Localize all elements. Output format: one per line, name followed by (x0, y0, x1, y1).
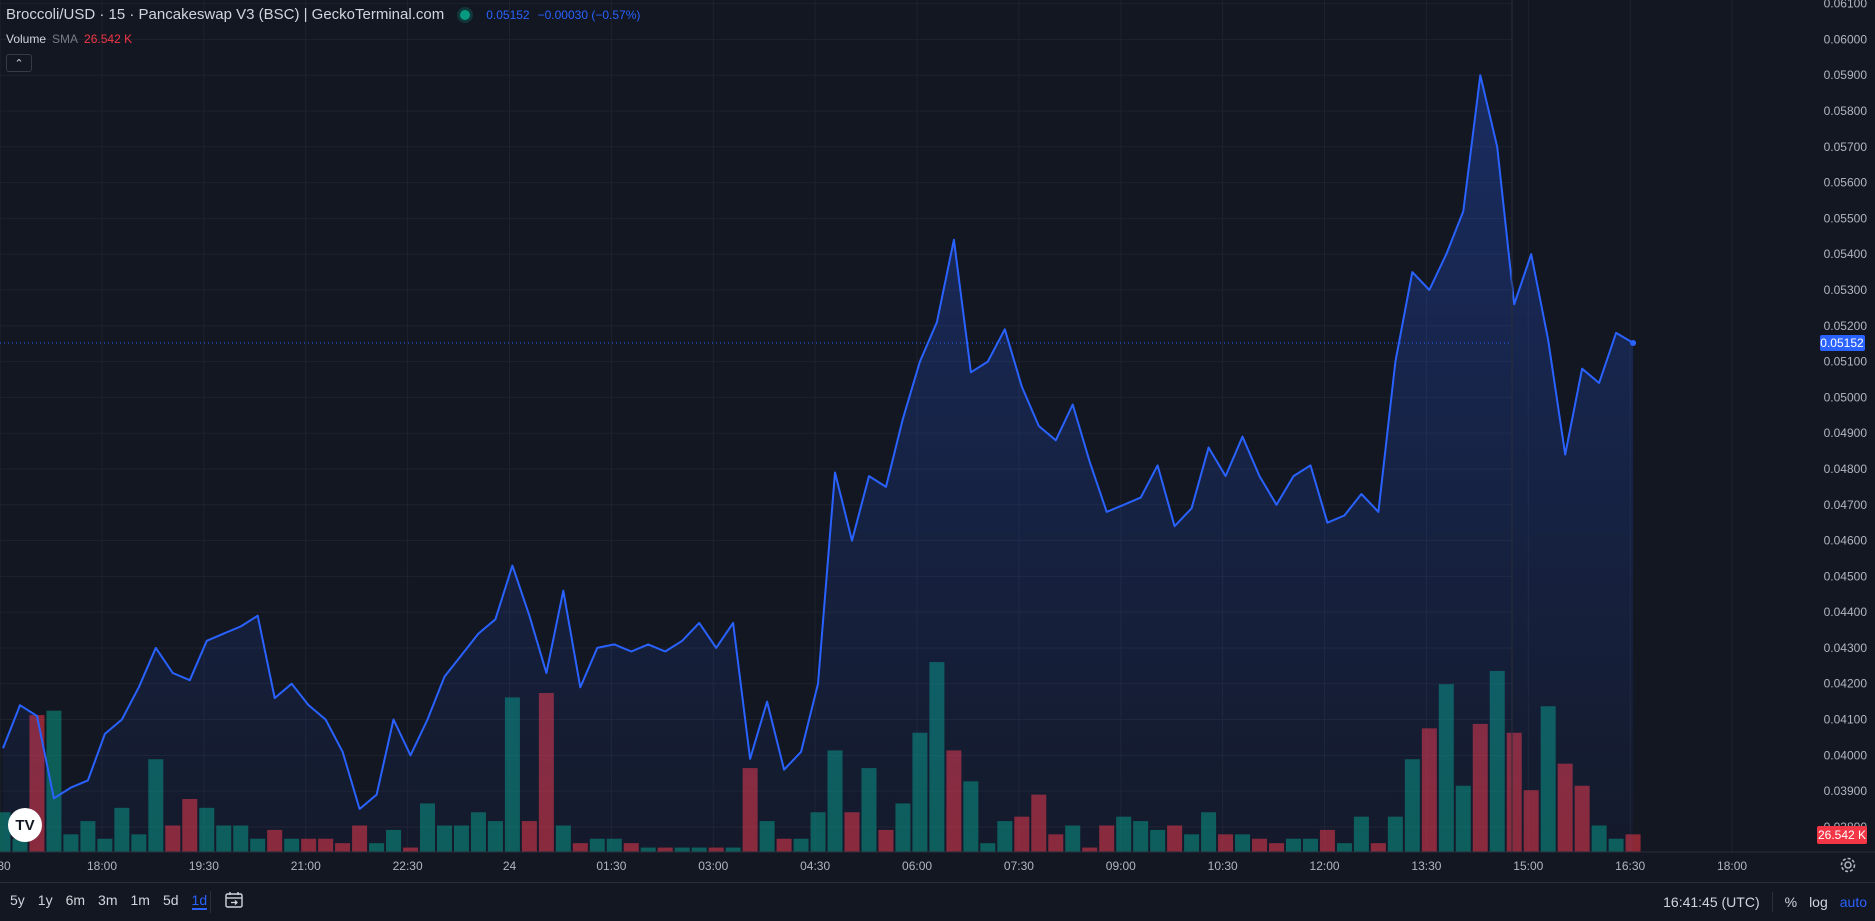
y-tick-label: 0.05500 (1824, 211, 1868, 225)
y-tick-label: 0.05100 (1824, 355, 1868, 369)
y-tick-label: 0.04800 (1824, 462, 1868, 476)
sma-value-label: 26.542 K (1818, 828, 1866, 842)
price-area-fill (3, 75, 1634, 852)
x-tick-label: 22:30 (393, 859, 423, 873)
x-tick-label: 03:00 (698, 859, 728, 873)
y-tick-label: 0.05300 (1824, 283, 1868, 297)
time-axis[interactable]: 30 18:00 19:30 21:00 22:30 24 01:30 03:00 04:30 0… (0, 851, 1875, 873)
chart-legend: Broccoli/USD · 15 · Pancakeswap V3 (BSC)… (6, 6, 640, 23)
x-tick-label: 19:30 (189, 859, 219, 873)
x-tick-label: 13:30 (1411, 859, 1441, 873)
y-tick-label: 0.04000 (1824, 748, 1868, 762)
sma-value-tag (1817, 826, 1867, 844)
auto-scale-toggle[interactable]: auto (1839, 894, 1867, 910)
y-tick-label: 0.05900 (1824, 68, 1868, 82)
volume-legend: Volume SMA 26.542 K (6, 32, 132, 46)
y-tick-label: 0.05800 (1824, 104, 1868, 118)
bottom-toolbar: 5y 1y 6m 3m 1m 5d 1d 16:41:45 (UTC) % log auto (0, 882, 1875, 921)
chevron-up-icon: ⌃ (14, 57, 24, 70)
x-tick-label: 10:30 (1208, 859, 1238, 873)
y-tick-label: 0.06100 (1824, 0, 1868, 11)
x-tick-label: 16:30 (1615, 859, 1645, 873)
scale-options: 16:41:45 (UTC) % log auto (1663, 892, 1867, 912)
y-tick-label: 0.05200 (1824, 319, 1868, 333)
last-price-point (1630, 339, 1637, 346)
x-tick-label: 06:00 (902, 859, 932, 873)
y-tick-label: 0.05600 (1824, 176, 1868, 190)
x-tick-label: 07:30 (1004, 859, 1034, 873)
x-tick-label: 18:00 (87, 859, 117, 873)
x-tick-label: 21:00 (291, 859, 321, 873)
last-price-tag (1820, 334, 1865, 351)
sma-label: SMA (52, 32, 79, 46)
x-tick-label: 15:00 (1513, 859, 1543, 873)
y-tick-label: 0.05700 (1824, 140, 1868, 154)
toolbar-divider (210, 891, 211, 913)
go-to-date-icon[interactable] (224, 890, 244, 910)
range-button-5y[interactable]: 5y (10, 892, 25, 908)
x-tick-label: 09:00 (1106, 859, 1136, 873)
legend-price: 0.05152 (486, 7, 530, 22)
price-area (2, 74, 1634, 852)
settings-gear-icon[interactable] (1838, 855, 1858, 875)
clock-time[interactable]: 16:41:45 (UTC) (1663, 894, 1760, 910)
range-button-1d[interactable]: 1d (191, 892, 208, 910)
y-tick-label: 0.04900 (1824, 426, 1868, 440)
y-tick-label: 0.04400 (1824, 605, 1868, 619)
y-tick-label: 0.04700 (1824, 498, 1868, 512)
y-tick-label: 0.06000 (1824, 32, 1868, 46)
log-scale-toggle[interactable]: log (1809, 894, 1828, 910)
price-line (2, 74, 1634, 810)
x-tick-label: 01:30 (596, 859, 626, 873)
percent-scale-toggle[interactable]: % (1784, 894, 1798, 910)
y-tick-label: 0.05000 (1824, 390, 1868, 404)
y-tick-label: 0.05400 (1824, 247, 1868, 261)
tradingview-logo-icon[interactable]: TV (8, 808, 42, 842)
sma-value: 26.542 K (84, 32, 133, 46)
range-button-5d[interactable]: 5d (162, 892, 179, 908)
toolbar-divider (1771, 892, 1773, 912)
legend-change: −0.00030 (−0.57%) (537, 7, 641, 22)
range-button-3m[interactable]: 3m (98, 892, 118, 908)
collapse-legend-button[interactable]: ⌃ (6, 54, 32, 72)
y-tick-label: 0.04600 (1824, 534, 1868, 548)
range-button-1y[interactable]: 1y (37, 892, 53, 908)
y-tick-label: 0.04500 (1824, 569, 1868, 583)
x-tick-label: 24 (503, 859, 517, 873)
volume-label[interactable]: Volume (6, 32, 47, 46)
market-status-icon[interactable] (460, 9, 471, 20)
y-tick-label: 0.04100 (1824, 713, 1868, 727)
y-tick-label: 0.04200 (1824, 677, 1868, 691)
y-tick-label: 0.03900 (1824, 784, 1868, 798)
range-button-1m[interactable]: 1m (130, 892, 150, 908)
x-tick-label: 18:00 (1717, 859, 1747, 873)
chart-markers: 0.05152 26.542 K (0, 334, 1867, 844)
symbol-title[interactable]: Broccoli/USD · 15 · Pancakeswap V3 (BSC)… (6, 6, 445, 23)
price-chart[interactable]: 0.06100 0.06000 0.05900 0.05800 0.05700 0.056… (0, 0, 1875, 882)
x-tick-label: 30 (0, 859, 11, 873)
x-tick-label: 12:00 (1310, 859, 1340, 873)
last-price-label: 0.05152 (1820, 336, 1864, 350)
range-button-6m[interactable]: 6m (65, 892, 86, 908)
y-tick-label: 0.04300 (1824, 641, 1868, 655)
range-selector: 5y 1y 6m 3m 1m 5d 1d (10, 892, 208, 910)
x-tick-label: 04:30 (800, 859, 830, 873)
